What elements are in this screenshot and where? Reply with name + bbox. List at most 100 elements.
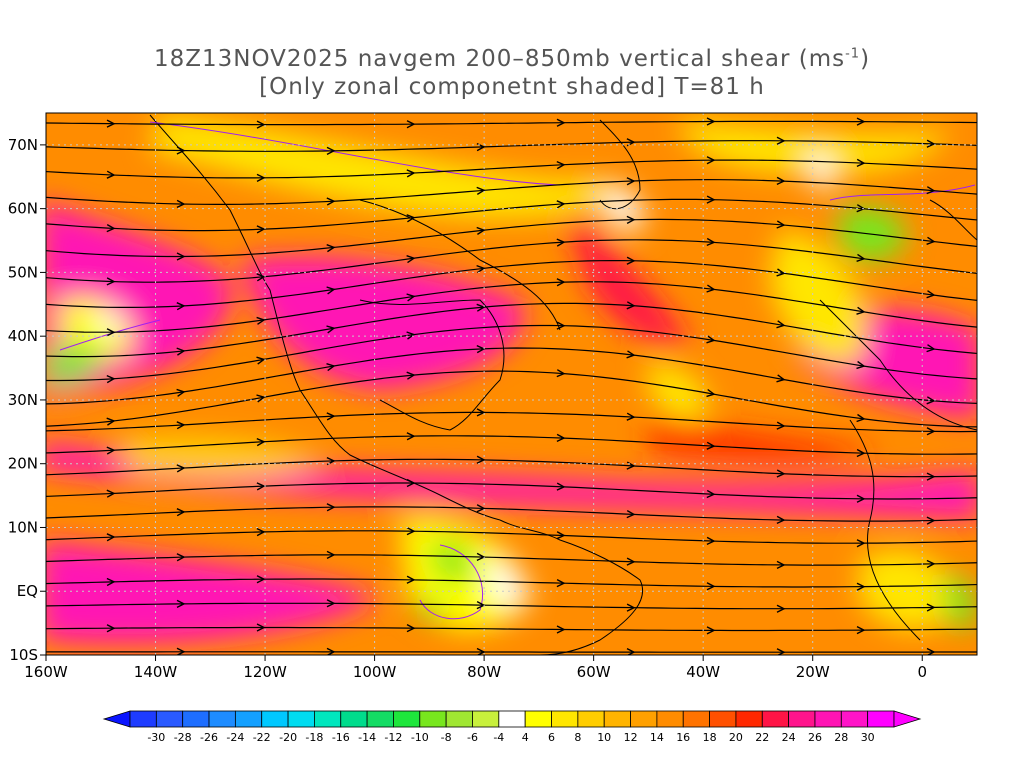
streamline-arrow — [706, 582, 716, 591]
streamline-arrow — [856, 117, 866, 126]
streamline-arrow — [476, 264, 486, 274]
colorbar-label: -12 — [384, 731, 402, 744]
streamline-arrow — [926, 427, 936, 436]
streamline — [46, 482, 977, 500]
streamline-arrow — [776, 374, 786, 383]
colorbar-label: 30 — [861, 731, 875, 744]
streamline-arrow — [776, 560, 786, 570]
streamline-arrow — [626, 647, 636, 655]
streamline-arrow — [406, 526, 416, 536]
colorbar-label: -14 — [358, 731, 376, 744]
streamline — [46, 140, 977, 152]
streamline-arrow — [776, 515, 786, 525]
streamline-arrow — [776, 469, 786, 478]
colorbar-swatch — [182, 710, 210, 728]
streamline-arrow — [776, 268, 786, 277]
streamline-arrow — [776, 421, 786, 430]
lat-tick-label: 40N — [8, 327, 38, 345]
streamline — [46, 120, 977, 126]
colorbar-label: -6 — [467, 731, 478, 744]
colorbar-label: 26 — [808, 731, 822, 744]
streamline-arrow — [926, 647, 936, 655]
streamline-arrow — [176, 599, 186, 609]
lat-tick-label: 50N — [8, 263, 38, 281]
streamline-arrow — [256, 437, 266, 447]
streamline-arrow — [856, 448, 866, 458]
colorbar-swatch — [340, 710, 368, 728]
graticule — [46, 113, 977, 655]
colorbar-label: -10 — [411, 731, 429, 744]
colorbar-swatch — [735, 710, 763, 728]
streamline-arrow — [256, 356, 266, 365]
colorbar-label: -26 — [200, 731, 218, 744]
streamline-arrow — [256, 575, 266, 584]
streamline-arrow — [106, 533, 116, 542]
streamline — [46, 370, 977, 428]
streamline-arrow — [406, 120, 416, 129]
streamline-arrow — [626, 256, 636, 265]
streamline-arrow — [926, 236, 936, 245]
streamline-arrow — [626, 177, 636, 186]
streamline-arrow — [476, 408, 486, 417]
colorbar: -30 -28 -26 -24 -22 -20 -18 -16 -14 -12 -10 -8 -6 -4 4… — [102, 710, 922, 744]
streamline-arrow — [176, 553, 186, 562]
streamline-arrow — [926, 559, 936, 569]
lat-tick-label: 70N — [8, 136, 38, 154]
streamline-arrow — [406, 293, 416, 302]
streamline-arrow — [256, 394, 266, 403]
streamline-arrow — [406, 371, 416, 380]
streamline-arrow — [706, 388, 716, 398]
streamline-arrow — [176, 146, 186, 155]
streamline-arrow — [856, 539, 866, 548]
colorbar-label: 6 — [548, 731, 555, 744]
streamline-arrow — [626, 215, 636, 225]
streamline-arrow — [256, 120, 266, 129]
streamline — [46, 260, 977, 308]
streamline-arrow — [326, 412, 336, 421]
streamline-arrow — [706, 441, 716, 450]
streamline-arrow — [176, 388, 186, 397]
streamline-arrow — [556, 118, 566, 127]
streamline-arrow — [176, 508, 186, 517]
streamline — [46, 554, 977, 566]
streamline-arrow — [326, 647, 336, 655]
lon-tick-label: 140W — [134, 663, 178, 681]
colorbar-swatch — [129, 710, 157, 728]
streamline-arrow — [106, 624, 116, 633]
streamline-arrow — [926, 603, 936, 612]
streamline-arrow — [176, 647, 186, 655]
streamline-arrow — [706, 117, 716, 126]
streamline-arrow — [706, 536, 716, 546]
streamline-arrow — [556, 321, 566, 330]
streamline-arrow — [776, 176, 786, 186]
colorbar-swatch — [261, 710, 289, 728]
colorbar-label: 16 — [676, 731, 690, 744]
colorbar-swatch — [445, 710, 473, 728]
colorbar-label: -4 — [493, 731, 504, 744]
colorbar-swatch — [867, 710, 895, 728]
colorbar-swatch — [314, 710, 342, 728]
colorbar-swatch — [630, 710, 658, 728]
streamline-arrow — [326, 363, 336, 372]
streamline-arrow — [476, 186, 486, 195]
streamline — [46, 530, 977, 544]
streamline — [46, 578, 977, 588]
streamline — [46, 347, 977, 405]
colorbar-label: -18 — [305, 731, 323, 744]
streamline-arrow — [476, 455, 486, 464]
streamline-arrow — [326, 244, 336, 253]
streamline-arrow — [556, 433, 566, 443]
streamline-arrow — [406, 169, 416, 178]
title-suffix: ) — [860, 46, 871, 72]
streamline-arrow — [776, 320, 786, 329]
colorbar-label: 22 — [755, 731, 769, 744]
streamline-arrow — [256, 225, 266, 234]
streamline — [46, 281, 977, 333]
colorbar-swatch — [393, 710, 421, 728]
lat-tick-label: 60N — [8, 200, 38, 218]
lat-tick-label: EQ — [17, 582, 38, 600]
streamline-arrow — [706, 489, 716, 499]
streamline-arrow — [856, 413, 866, 423]
